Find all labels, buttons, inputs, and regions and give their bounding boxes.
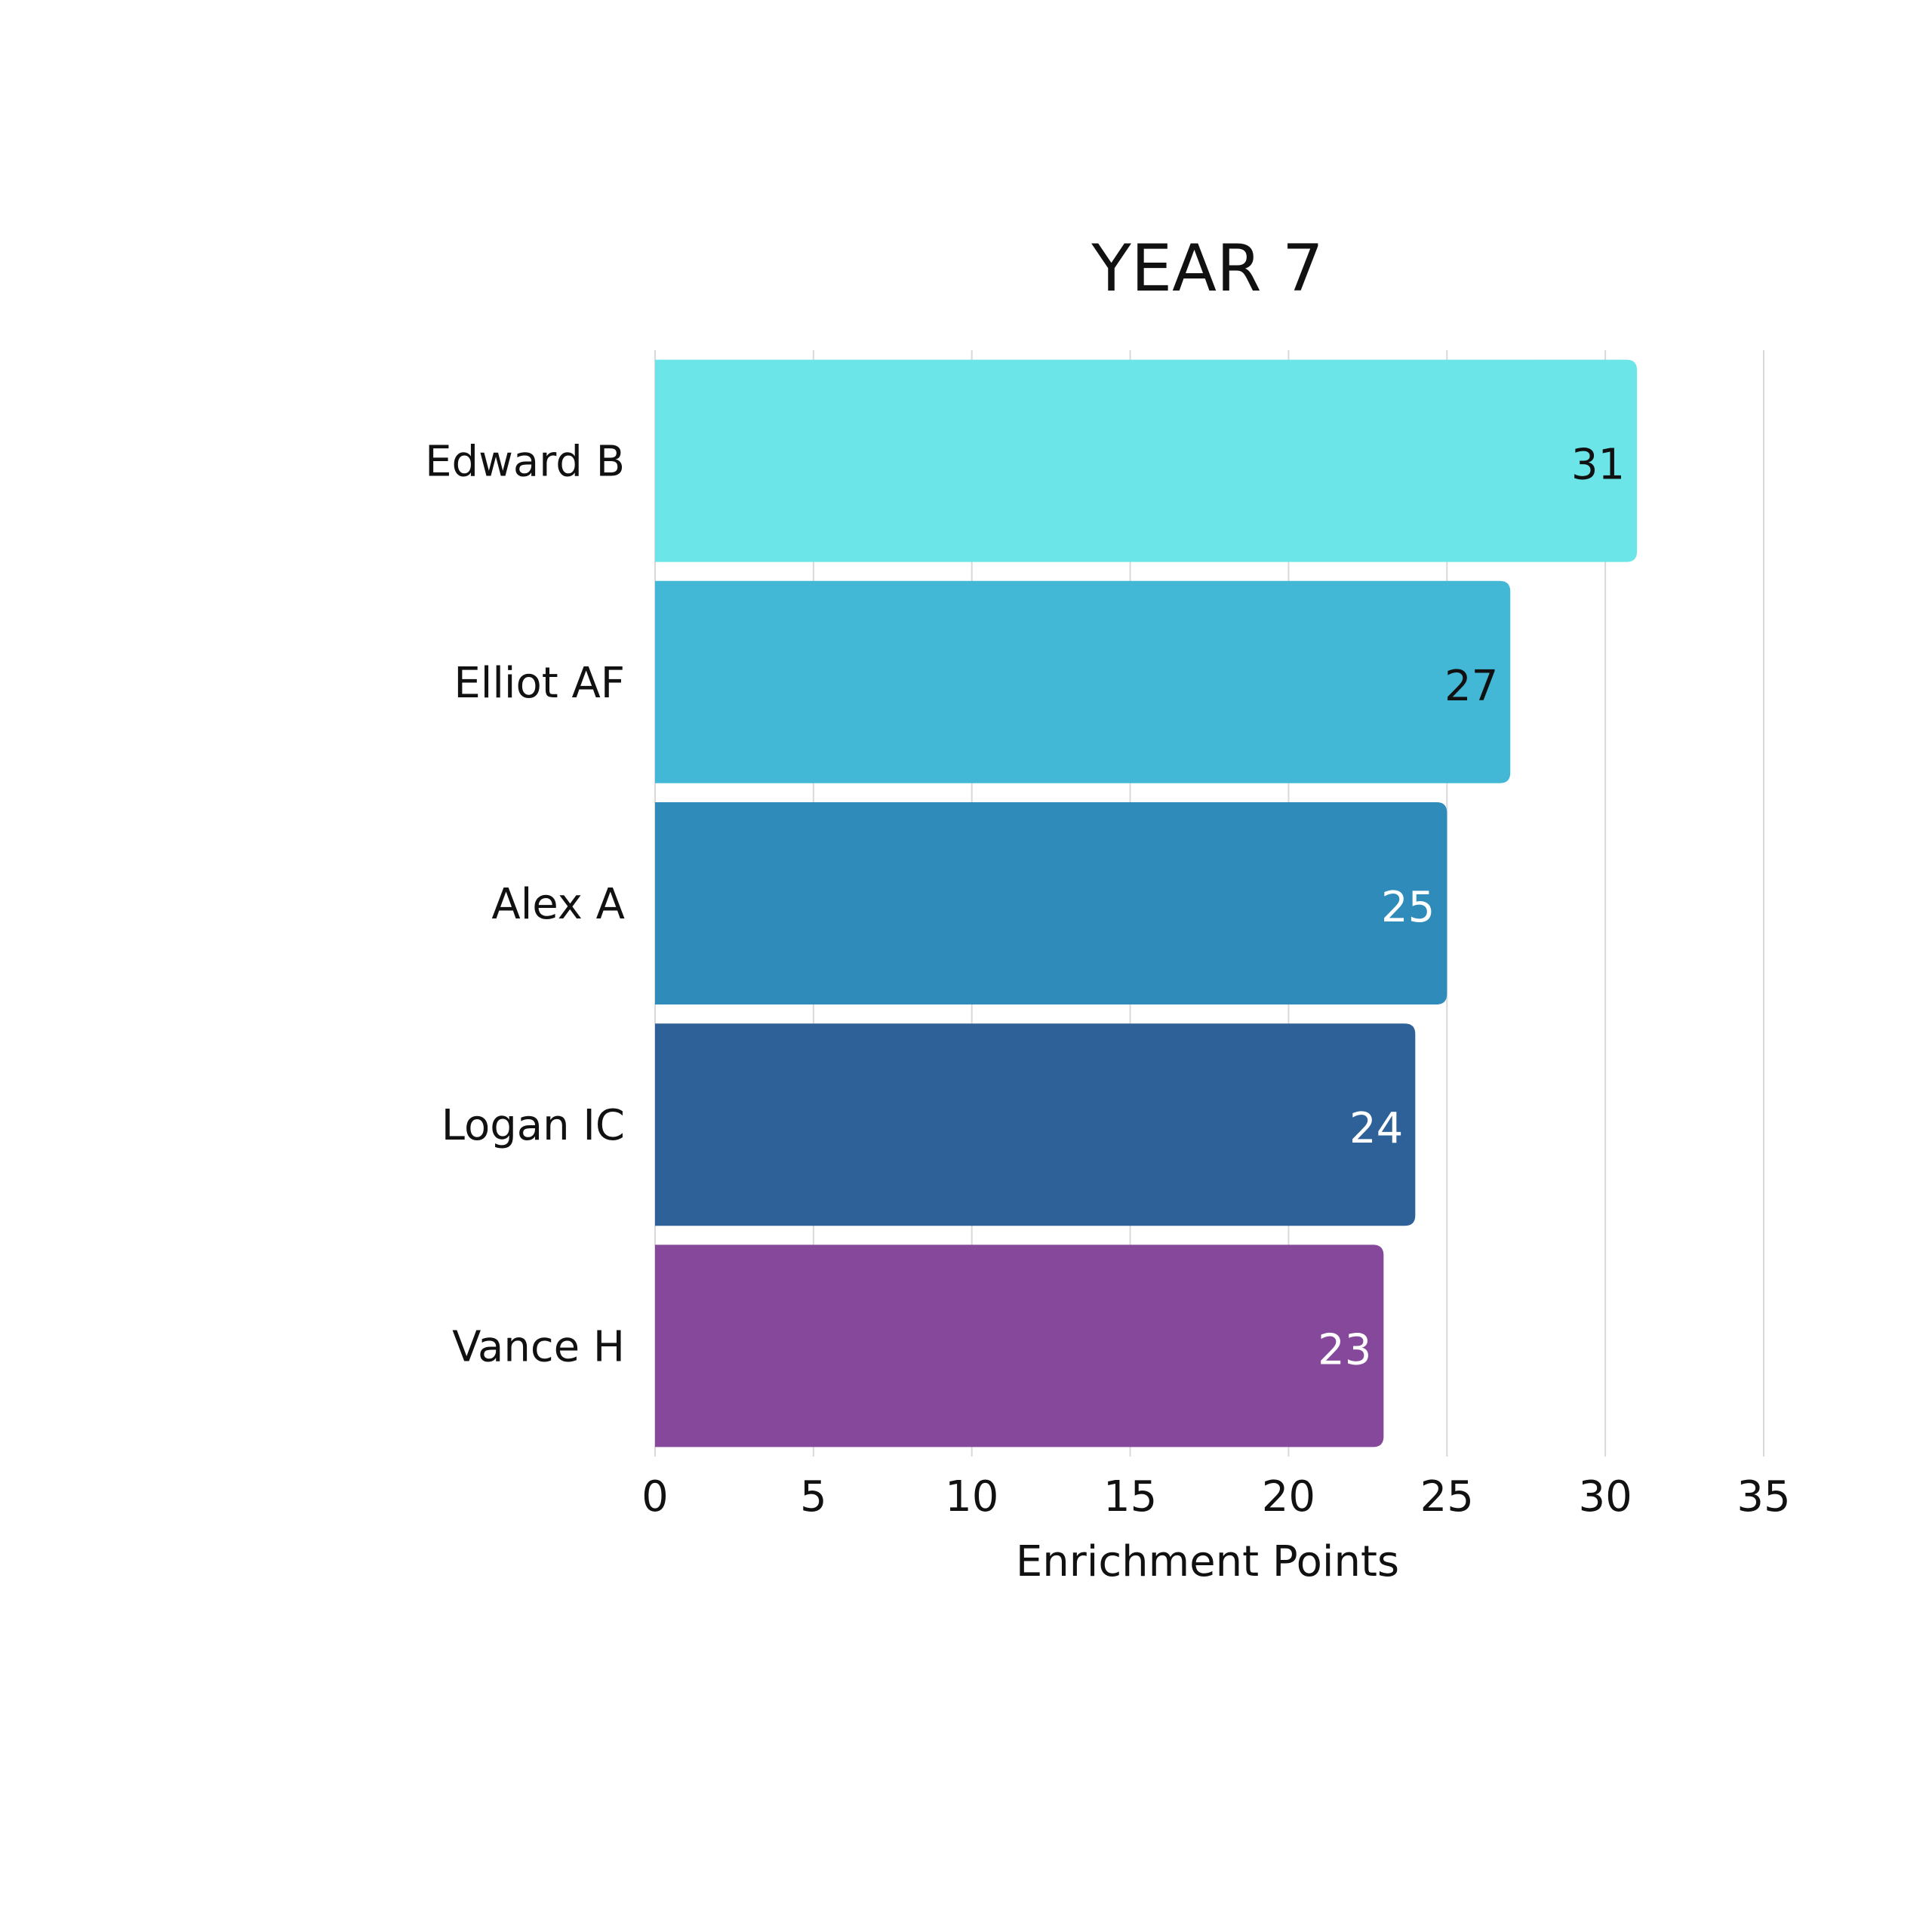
- x-tick-label-5: 5: [800, 1472, 827, 1521]
- chart-title: YEAR 7: [1091, 231, 1324, 306]
- category-label-4: Vance H: [452, 1322, 625, 1371]
- data-label-0: 31: [1571, 441, 1625, 490]
- bar-0: [655, 359, 1638, 562]
- category-label-3: Logan IC: [441, 1101, 625, 1150]
- bar-3: [655, 1023, 1416, 1226]
- data-label-1: 27: [1444, 662, 1498, 711]
- data-label-4: 23: [1318, 1325, 1371, 1374]
- x-tick-labels: 0 5 10 15 20 25 30 35: [641, 1472, 1790, 1521]
- x-tick-label-35: 35: [1737, 1472, 1790, 1521]
- data-labels: 31 27 25 24 23: [1318, 441, 1625, 1375]
- x-tick-label-30: 30: [1579, 1472, 1632, 1521]
- x-tick-label-15: 15: [1103, 1472, 1157, 1521]
- data-label-3: 24: [1349, 1104, 1403, 1153]
- bar-2: [655, 802, 1447, 1004]
- x-tick-label-10: 10: [945, 1472, 998, 1521]
- bars: [655, 359, 1638, 1447]
- bar-4: [655, 1244, 1384, 1447]
- category-label-1: Elliot AF: [454, 659, 625, 708]
- x-axis-title: Enrichment Points: [1016, 1537, 1399, 1586]
- x-tick-label-0: 0: [641, 1472, 669, 1521]
- data-label-2: 25: [1381, 883, 1435, 932]
- category-label-0: Edward B: [425, 438, 625, 487]
- x-tick-label-20: 20: [1262, 1472, 1315, 1521]
- category-labels: Edward B Elliot AF Alex A Logan IC Vance H: [425, 438, 625, 1372]
- x-tick-label-25: 25: [1420, 1472, 1474, 1521]
- category-label-2: Alex A: [491, 880, 625, 929]
- bar-1: [655, 580, 1511, 783]
